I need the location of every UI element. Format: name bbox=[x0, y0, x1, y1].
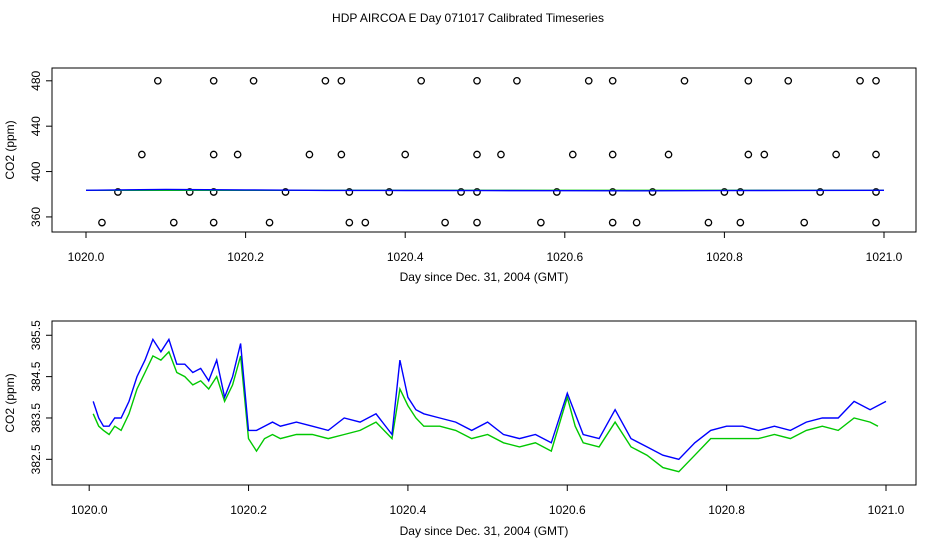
top-flag-point bbox=[265, 218, 274, 227]
top-flag-point bbox=[760, 150, 769, 159]
top-flag-point bbox=[185, 188, 194, 196]
top-flag-point bbox=[337, 150, 346, 159]
top-flag-point bbox=[584, 76, 593, 85]
bottom-panel: CO2 (ppm) Day since Dec. 31, 2004 (GMT) … bbox=[3, 320, 917, 538]
top-flag-point bbox=[385, 188, 394, 196]
top-flag-point bbox=[736, 188, 745, 196]
top-flag-point bbox=[608, 218, 617, 227]
top-flag-point bbox=[169, 218, 178, 227]
top-flag-point bbox=[473, 188, 481, 196]
bottom-x-tick-label: 1021.0 bbox=[868, 503, 905, 517]
top-flag-point bbox=[720, 188, 729, 196]
top-flag-point bbox=[816, 188, 825, 196]
top-x-tick-label: 1020.0 bbox=[68, 250, 105, 264]
top-flag-point bbox=[552, 188, 561, 196]
top-y-axis-label: CO2 (ppm) bbox=[3, 120, 17, 179]
top-flag-point bbox=[345, 218, 354, 227]
top-flag-point bbox=[497, 150, 505, 159]
top-flag-point bbox=[321, 76, 330, 85]
top-flag-point bbox=[345, 188, 354, 196]
top-flag-point bbox=[800, 218, 809, 227]
top-flag-point bbox=[568, 150, 577, 159]
top-flag-point bbox=[417, 76, 426, 85]
bottom-y-tick-label: 384.5 bbox=[29, 361, 43, 391]
top-flag-point bbox=[832, 150, 840, 159]
top-flag-point bbox=[664, 150, 673, 159]
top-flag-point bbox=[209, 76, 218, 85]
bottom-panel-frame bbox=[51, 320, 917, 486]
top-flag-point bbox=[856, 76, 864, 85]
top-y-tick-label: 400 bbox=[29, 161, 43, 181]
top-flag-point bbox=[153, 76, 162, 85]
top-flag-point bbox=[457, 188, 465, 196]
top-flag-point bbox=[361, 218, 370, 227]
top-flag-point bbox=[233, 150, 242, 159]
bottom-x-tick-label: 1020.6 bbox=[549, 503, 586, 517]
top-flag-point bbox=[872, 218, 880, 227]
top-flag-point bbox=[744, 150, 753, 159]
top-x-tick-label: 1020.6 bbox=[546, 250, 583, 264]
top-flag-point bbox=[305, 150, 314, 159]
top-flag-point bbox=[209, 150, 218, 159]
bottom-series-blue bbox=[92, 337, 887, 461]
bottom-y-tick-label: 385.5 bbox=[29, 320, 43, 350]
bottom-x-tick-label: 1020.2 bbox=[230, 503, 267, 517]
top-x-tick-label: 1020.4 bbox=[387, 250, 424, 264]
bottom-y-tick-label: 383.5 bbox=[29, 403, 43, 433]
top-flag-point bbox=[209, 218, 218, 227]
top-flag-point bbox=[632, 218, 641, 227]
top-flag-point bbox=[473, 218, 481, 227]
bottom-y-axis-label: CO2 (ppm) bbox=[3, 373, 17, 432]
top-panel-frame bbox=[51, 67, 917, 233]
top-flag-point bbox=[736, 218, 745, 227]
top-flag-point bbox=[98, 218, 106, 227]
top-flag-point bbox=[872, 188, 880, 196]
top-flag-point bbox=[138, 150, 146, 159]
top-y-tick-label: 360 bbox=[29, 207, 43, 227]
top-flag-point bbox=[114, 188, 122, 196]
top-flag-point bbox=[608, 76, 617, 85]
top-flag-point bbox=[680, 76, 689, 85]
top-flag-point bbox=[441, 218, 449, 227]
top-flag-point bbox=[608, 188, 617, 196]
top-flag-point bbox=[784, 76, 793, 85]
top-series-blue bbox=[85, 188, 885, 192]
top-y-tick-label: 480 bbox=[29, 70, 43, 90]
top-flag-point bbox=[872, 76, 880, 85]
bottom-series-green bbox=[92, 350, 879, 473]
top-flag-point bbox=[744, 76, 753, 85]
bottom-x-tick-label: 1020.4 bbox=[390, 503, 427, 517]
top-flag-point bbox=[537, 218, 545, 227]
bottom-x-axis-label: Day since Dec. 31, 2004 (GMT) bbox=[400, 524, 569, 538]
top-flag-point bbox=[337, 76, 346, 85]
figure-title: HDP AIRCOA E Day 071017 Calibrated Times… bbox=[332, 11, 604, 25]
bottom-x-tick-label: 1020.8 bbox=[708, 503, 745, 517]
top-flag-point bbox=[704, 218, 713, 227]
top-x-tick-label: 1020.8 bbox=[706, 250, 743, 264]
top-flag-point bbox=[249, 76, 258, 85]
top-flag-point bbox=[473, 150, 481, 159]
top-flag-point bbox=[513, 76, 521, 85]
top-flag-point bbox=[648, 188, 657, 196]
top-x-axis-label: Day since Dec. 31, 2004 (GMT) bbox=[400, 270, 569, 284]
top-panel: CO2 (ppm) Day since Dec. 31, 2004 (GMT) … bbox=[3, 67, 917, 284]
top-flag-point bbox=[872, 150, 880, 159]
top-flag-point bbox=[473, 76, 481, 85]
bottom-y-tick-label: 382.5 bbox=[29, 444, 43, 474]
top-flag-point bbox=[209, 188, 218, 196]
top-flag-point bbox=[608, 150, 617, 159]
bottom-x-tick-label: 1020.0 bbox=[71, 503, 108, 517]
top-y-tick-label: 440 bbox=[29, 116, 43, 136]
top-flag-point bbox=[281, 188, 290, 196]
top-flag-point bbox=[401, 150, 410, 159]
top-x-tick-label: 1021.0 bbox=[866, 250, 903, 264]
top-x-tick-label: 1020.2 bbox=[227, 250, 264, 264]
